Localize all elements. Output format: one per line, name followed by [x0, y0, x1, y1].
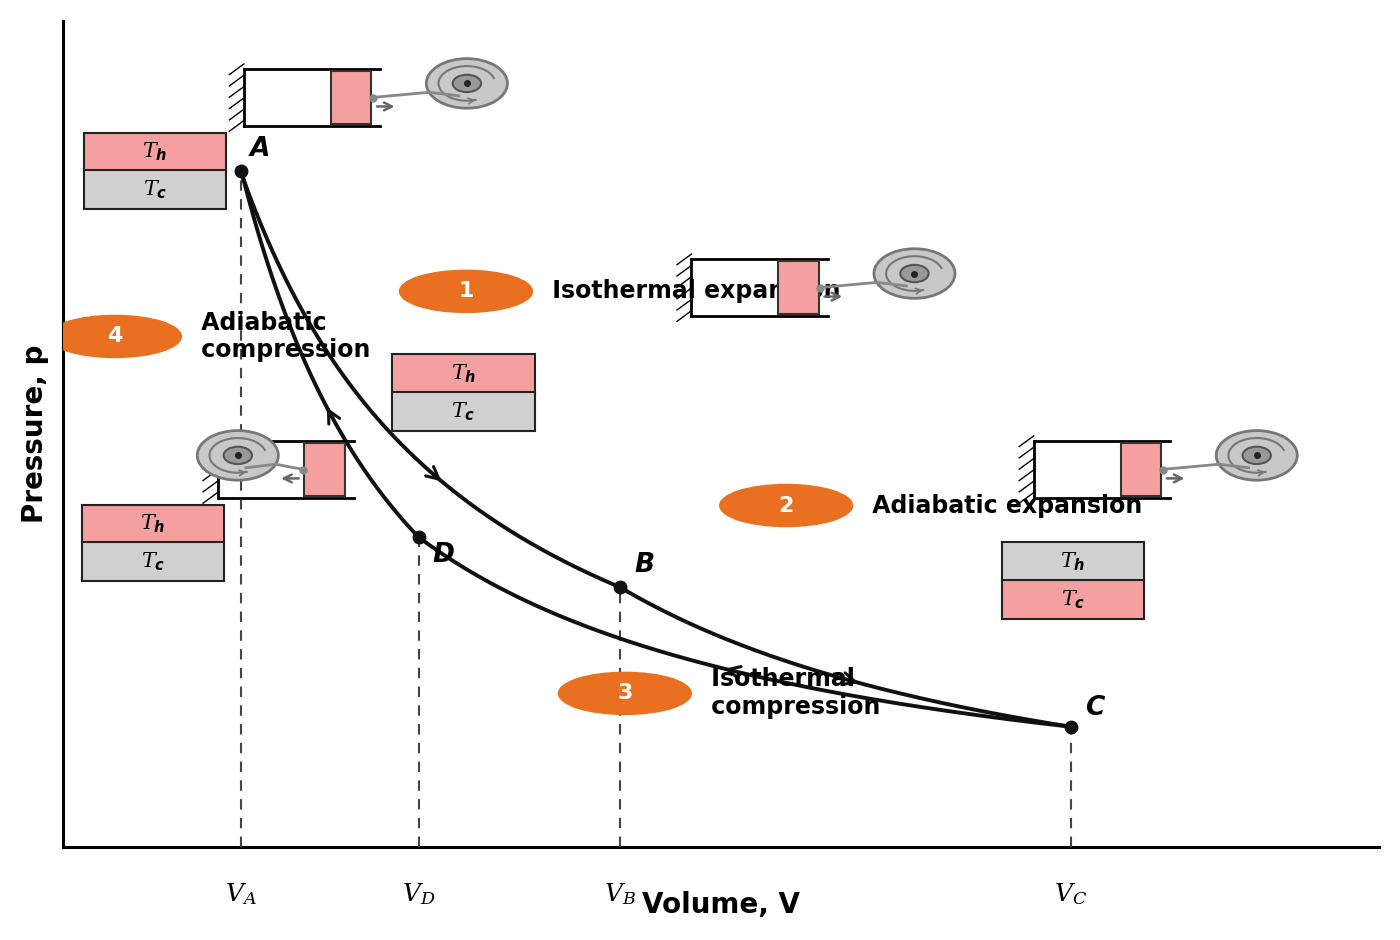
FancyBboxPatch shape	[81, 505, 224, 544]
Y-axis label: Pressure, p: Pressure, p	[21, 345, 49, 524]
FancyBboxPatch shape	[1002, 580, 1144, 619]
Text: $T_\mathregular{h}$: $T_\mathregular{h}$	[1060, 551, 1086, 573]
Text: $V_D$: $V_D$	[402, 881, 435, 907]
FancyBboxPatch shape	[81, 542, 224, 582]
Text: B: B	[634, 553, 654, 578]
Text: Isothermal
 compression: Isothermal compression	[703, 667, 881, 719]
FancyBboxPatch shape	[392, 354, 535, 394]
Text: $V_C$: $V_C$	[1054, 881, 1088, 907]
FancyBboxPatch shape	[84, 170, 227, 210]
Text: $T_\mathregular{h}$: $T_\mathregular{h}$	[451, 363, 476, 385]
Text: C: C	[1085, 695, 1105, 721]
Text: 2: 2	[778, 495, 794, 515]
Text: $T_\mathregular{c}$: $T_\mathregular{c}$	[143, 179, 168, 201]
FancyBboxPatch shape	[84, 133, 227, 172]
Text: $T_\mathregular{c}$: $T_\mathregular{c}$	[451, 400, 476, 423]
Text: $T_\mathregular{c}$: $T_\mathregular{c}$	[140, 551, 165, 573]
Text: 3: 3	[617, 683, 633, 703]
Text: $T_\mathregular{c}$: $T_\mathregular{c}$	[1061, 588, 1085, 611]
Text: D: D	[433, 541, 455, 568]
Text: $V_B$: $V_B$	[603, 881, 636, 907]
X-axis label: Volume, V: Volume, V	[643, 891, 799, 919]
FancyBboxPatch shape	[392, 392, 535, 431]
Circle shape	[399, 271, 532, 312]
Text: Adiabatic
 compression: Adiabatic compression	[193, 310, 371, 362]
Text: 4: 4	[108, 326, 123, 347]
Text: Isothermal expansion: Isothermal expansion	[545, 279, 841, 304]
Text: 1: 1	[458, 281, 473, 302]
Text: A: A	[251, 136, 270, 162]
Circle shape	[720, 484, 853, 526]
Text: $T_\mathregular{h}$: $T_\mathregular{h}$	[140, 513, 165, 536]
Circle shape	[559, 672, 692, 714]
Text: $T_\mathregular{h}$: $T_\mathregular{h}$	[143, 141, 168, 164]
FancyBboxPatch shape	[1002, 542, 1144, 582]
Text: $V_A$: $V_A$	[225, 881, 256, 907]
Circle shape	[49, 316, 182, 357]
Text: Adiabatic expansion: Adiabatic expansion	[864, 494, 1142, 518]
